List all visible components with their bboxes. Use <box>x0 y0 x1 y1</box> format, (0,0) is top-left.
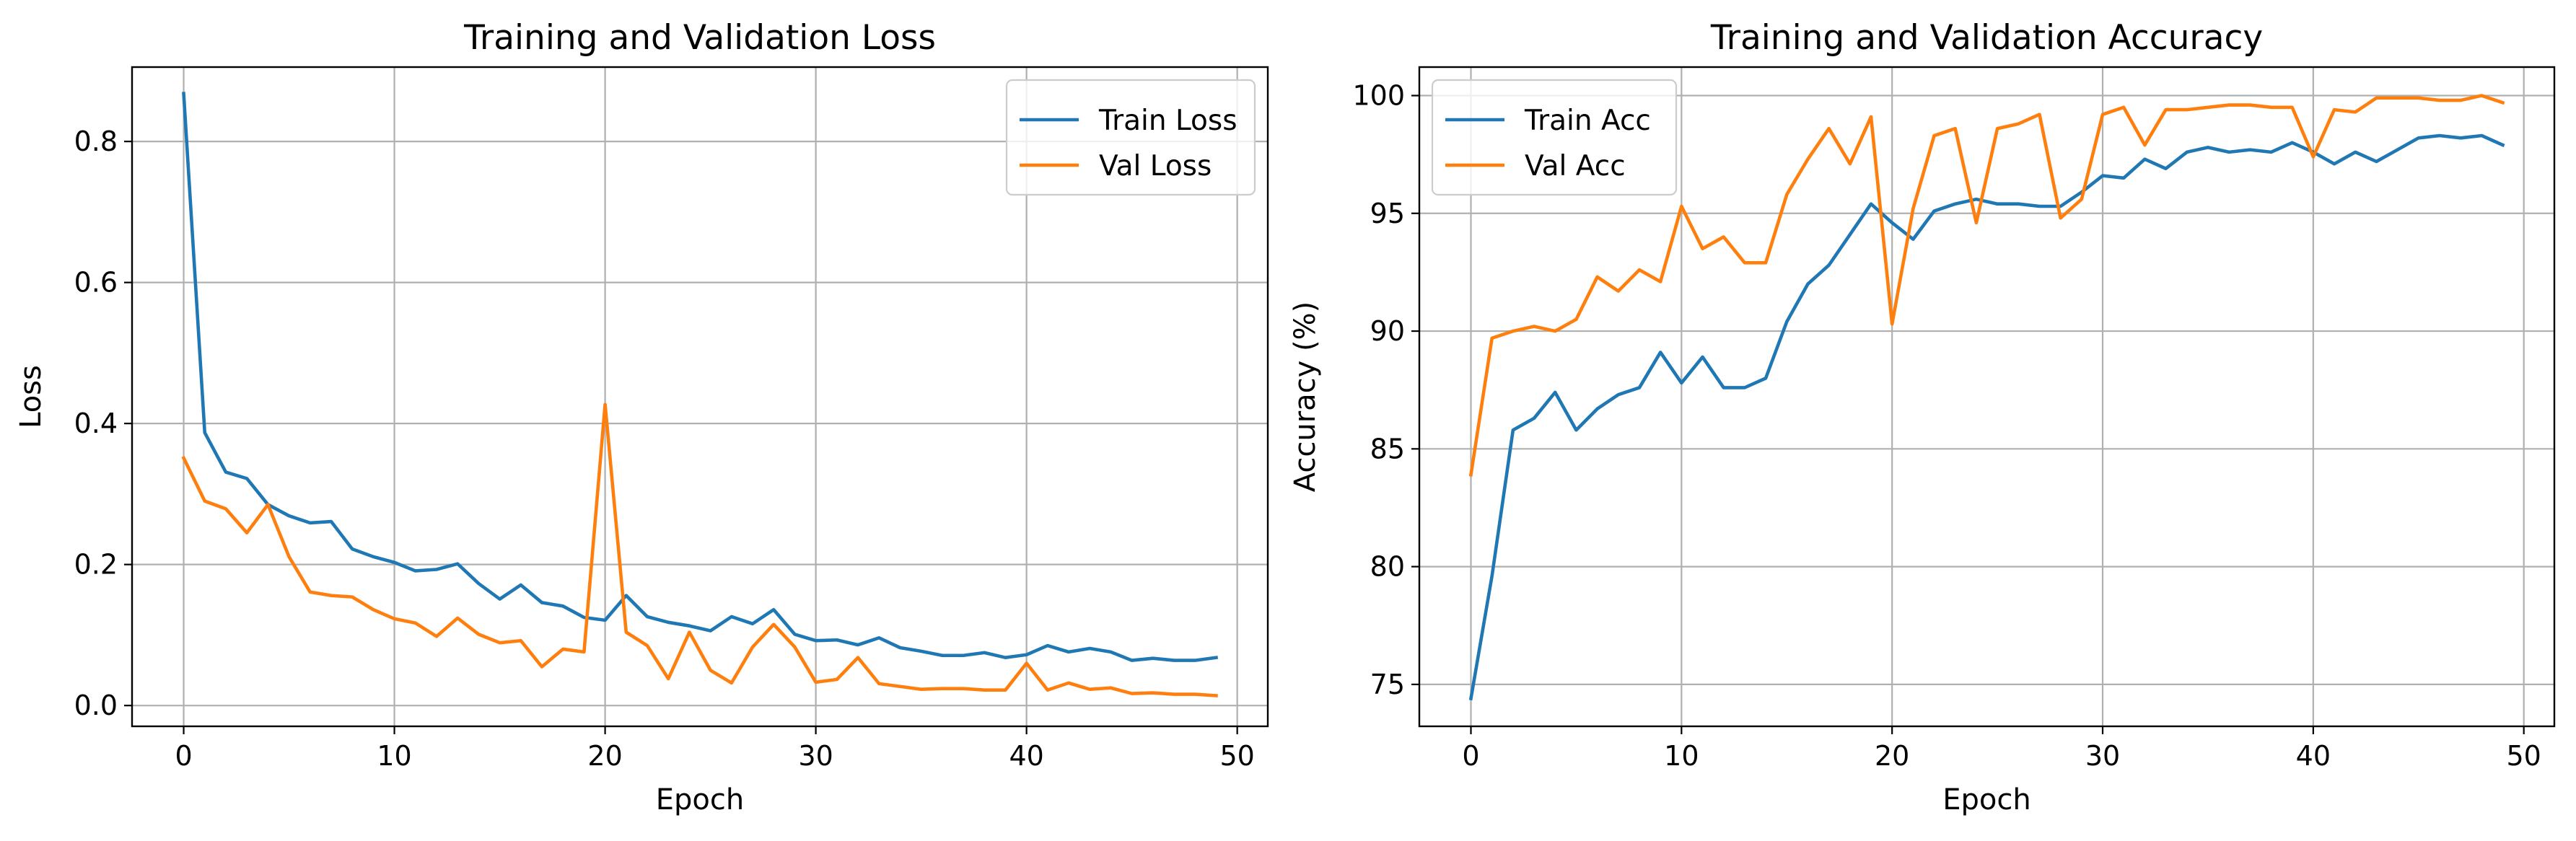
x-tick-label: 10 <box>1664 740 1699 772</box>
x-tick-label: 10 <box>377 740 411 772</box>
y-tick-label: 85 <box>1370 433 1405 464</box>
y-tick-label: 95 <box>1370 198 1405 229</box>
axes-frame <box>1418 66 2556 728</box>
x-tick-label: 0 <box>1462 740 1479 772</box>
chart-panel-2: 0 10 20 30 40 50 75 80 85 90 95 100 Training and Val… <box>1289 18 2556 816</box>
legend: Train Acc Val Acc <box>1431 79 1678 196</box>
y-tick-label: 0.0 <box>74 690 118 721</box>
y-axis-label: Accuracy (%) <box>1289 301 1322 493</box>
y-axis-label: Loss <box>14 365 48 428</box>
chart-title: Training and Validation Accuracy <box>1710 18 2263 58</box>
y-tick-label: 100 <box>1352 80 1405 112</box>
y-tick-label: 75 <box>1370 669 1405 700</box>
x-tick-label: 50 <box>1219 740 1254 772</box>
x-tick-label: 30 <box>798 740 833 772</box>
y-tick-label: 90 <box>1370 315 1405 347</box>
y-tick-label: 0.4 <box>74 408 118 439</box>
legend-label: Val Acc <box>1525 150 1626 182</box>
axes-frame <box>131 66 1269 728</box>
series-line-val-loss <box>181 402 1218 697</box>
legend-label: Train Loss <box>1098 105 1237 137</box>
chart-title: Training and Validation Loss <box>463 18 936 58</box>
x-tick-label: 20 <box>1875 740 1909 772</box>
x-axis-label: Epoch <box>656 783 744 816</box>
y-tick-label: 80 <box>1370 551 1405 583</box>
x-tick-label: 40 <box>2296 740 2331 772</box>
chart-panel-1: 0 10 20 30 40 50 0.0 0.2 0.4 0.6 0.8 Training and V… <box>14 18 1269 816</box>
y-tick-label: 0.8 <box>74 126 118 157</box>
series-line-train-acc <box>1468 133 2505 701</box>
x-tick-label: 20 <box>587 740 622 772</box>
series-line-train-loss <box>182 92 1219 662</box>
x-tick-label: 40 <box>1009 740 1043 772</box>
series-line-val-acc <box>1468 94 2505 477</box>
x-tick-label: 50 <box>2507 740 2541 772</box>
legend-label: Train Acc <box>1524 105 1651 137</box>
x-tick-label: 30 <box>2085 740 2120 772</box>
x-axis-label: Epoch <box>1942 783 2030 816</box>
legend-label: Val Loss <box>1099 150 1212 182</box>
x-tick-label: 0 <box>175 740 192 772</box>
y-tick-label: 0.6 <box>74 267 118 299</box>
legend: Train Loss Val Loss <box>1005 79 1256 196</box>
y-tick-label: 0.2 <box>74 549 118 581</box>
